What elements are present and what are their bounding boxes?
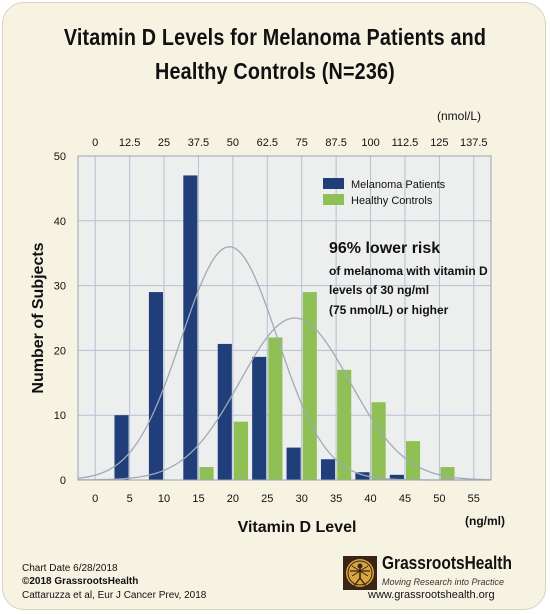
x-tick-label: 15 [192,493,204,505]
bar-healthy [268,337,283,480]
annotation-line: (75 nmol/L) or higher [329,303,449,317]
bar-healthy [440,467,455,480]
annotation-line: levels of 30 ng/ml [329,283,429,297]
y-axis-title: Number of Subjects [30,242,47,393]
top-tick-label: 25 [158,137,170,149]
y-tick-label: 10 [54,410,66,422]
legend-swatch [323,178,344,189]
legend-label: Melanoma Patients [351,179,446,191]
annotation: 96% lower risk of melanoma with vitamin D… [329,240,488,317]
chart-title: Vitamin D Levels for Melanoma Patients a… [39,20,512,88]
x-tick-label: 40 [364,493,376,505]
bar-healthy [233,421,249,480]
y-tick-label: 50 [54,151,66,163]
chart-title-line2: Healthy Controls (N=236) [155,58,395,84]
x-tick-label: 45 [399,493,411,505]
top-tick-label: 12.5 [119,137,140,149]
bar-melanoma [183,175,198,480]
annotation-headline: 96% lower risk [329,240,440,257]
legend-swatch [323,194,344,205]
y-tick-label: 0 [60,475,66,487]
legend: Melanoma Patients Healthy Controls [323,178,446,207]
bar-healthy [371,402,386,480]
chart-title-line1: Vitamin D Levels for Melanoma Patients a… [63,24,487,50]
bar-melanoma [355,472,370,480]
citation: Cattaruzza et al, Eur J Cancer Prev, 201… [22,590,207,601]
bars [114,175,455,480]
x-tick-label: 30 [296,493,308,505]
plot-border [77,155,492,481]
plot-frame [77,155,492,481]
x-tick-label: 55 [468,493,480,505]
y-tick-label: 30 [54,281,66,293]
top-tick-label: 0 [92,137,98,149]
x-tick-label: 50 [433,493,445,505]
brand-name: GrassrootsHealth [382,553,512,573]
bar-melanoma [320,459,336,480]
bar-melanoma [114,415,129,480]
bar-melanoma [252,356,267,480]
brand-url: www.grassrootshealth.org [368,589,495,601]
x-axis-unit: (ng/ml) [465,514,505,528]
vitruvian-logo-icon [343,556,377,590]
y-tick-label: 20 [54,345,66,357]
annotation-line: of melanoma with vitamin D [329,264,488,278]
bar-healthy [199,467,214,480]
y-tick-label: 40 [54,216,66,228]
bar-healthy [302,292,317,480]
top-tick-label: 87.5 [325,137,346,149]
top-tick-label: 37.5 [188,137,209,149]
top-tick-label: 112.5 [392,137,419,149]
x-tick-label: 35 [330,493,342,505]
top-tick-label: 125 [430,137,448,149]
top-tick-label: 50 [227,137,239,149]
top-axis-unit: (nmol/L) [437,109,481,123]
bar-healthy [337,369,352,480]
chart-date: Chart Date 6/28/2018 [22,563,118,574]
x-tick-label: 10 [158,493,170,505]
top-tick-label: 100 [361,137,379,149]
top-tick-label: 137.5 [460,137,488,149]
x-tick-label: 0 [92,493,98,505]
bar-healthy [405,441,421,480]
bar-melanoma [148,292,164,480]
x-tick-label: 5 [127,493,133,505]
bar-melanoma [217,343,232,480]
fit-curve-healthy [77,317,492,481]
copyright: ©2018 GrassrootsHealth [22,576,139,587]
brand-tagline: Moving Research into Practice [382,577,505,587]
x-axis-title: Vitamin D Level [238,519,357,536]
x-tick-label: 20 [227,493,239,505]
bar-melanoma [389,474,404,480]
bar-melanoma [286,447,301,480]
x-tick-label: 25 [261,493,273,505]
top-tick-label: 75 [296,137,308,149]
axes: 0 5 10 15 20 25 30 35 40 45 50 55 0 12.5 25 37.5 50 62.5 7… [30,109,505,536]
top-tick-label: 62.5 [257,137,278,149]
legend-label: Healthy Controls [351,195,433,207]
